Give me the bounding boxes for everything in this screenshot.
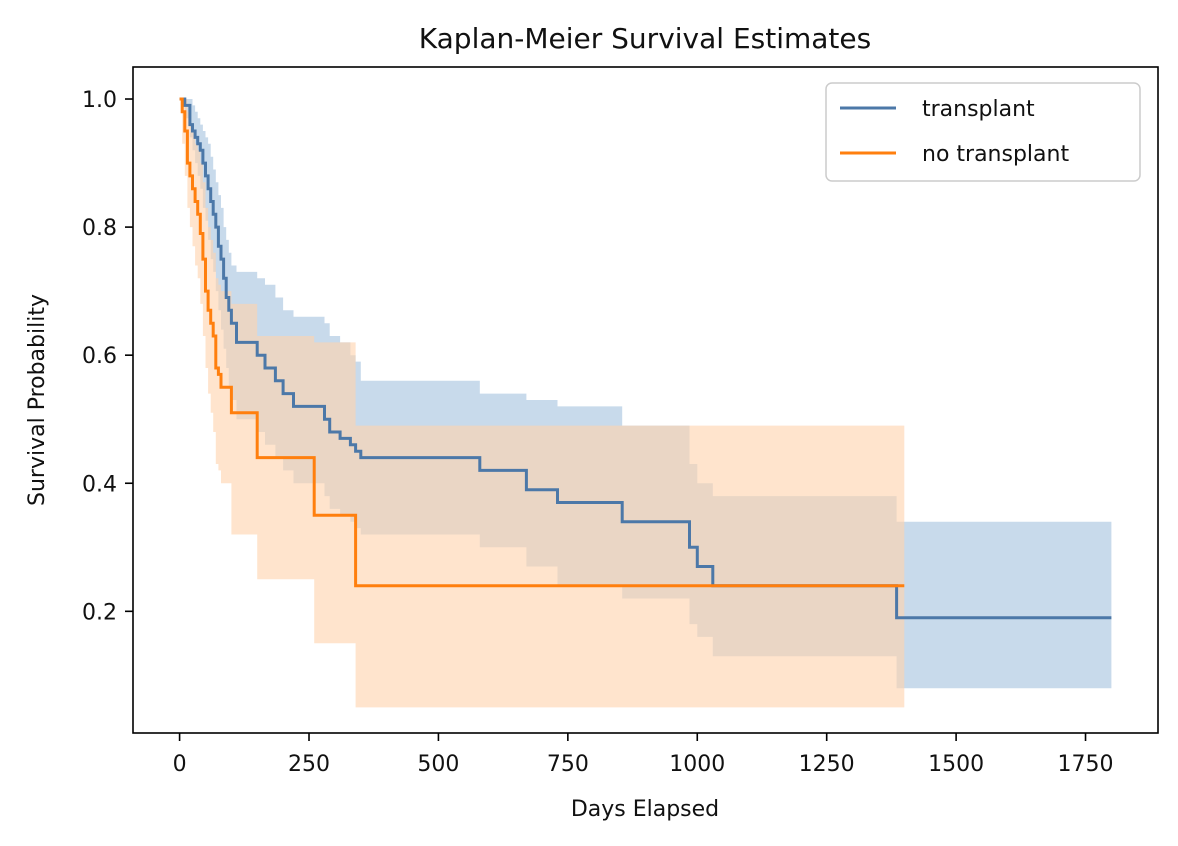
- survival-curves: [179, 97, 1112, 620]
- y-tick-label: 0.4: [82, 472, 117, 497]
- chart-title: Kaplan-Meier Survival Estimates: [419, 22, 871, 55]
- plot-frame: [132, 66, 1159, 734]
- ci-band-no-transplant: [179, 99, 905, 708]
- y-axis-ticks: 0.2 0.4 0.6 0.8 1.0: [82, 88, 133, 625]
- legend-label-transplant: transplant: [922, 97, 1035, 122]
- y-axis-label: Survival Probability: [25, 294, 50, 506]
- x-axis-ticks: 0 250 500 750 1000 1250 1500 1750: [173, 733, 1114, 777]
- y-tick-label: 0.6: [82, 344, 117, 369]
- x-tick-label: 1250: [799, 752, 855, 777]
- x-tick-label: 0: [173, 752, 187, 777]
- x-tick-label: 1000: [669, 752, 725, 777]
- x-tick-label: 1750: [1058, 752, 1114, 777]
- legend-box: [825, 82, 1141, 182]
- y-tick-label: 0.8: [82, 216, 117, 241]
- y-tick-label: 0.2: [82, 600, 117, 625]
- x-axis-label: Days Elapsed: [571, 797, 719, 822]
- confidence-bands: [179, 99, 1112, 708]
- y-tick-label: 1.0: [82, 88, 117, 113]
- survival-line-no-transplant: [179, 97, 905, 588]
- x-tick-label: 250: [288, 752, 330, 777]
- x-tick-label: 1500: [928, 752, 984, 777]
- x-tick-label: 750: [547, 752, 589, 777]
- legend-label-no-transplant: no transplant: [922, 142, 1069, 167]
- survival-line-transplant: [179, 97, 1112, 620]
- legend: transplant no transplant: [825, 82, 1141, 182]
- x-tick-label: 500: [417, 752, 459, 777]
